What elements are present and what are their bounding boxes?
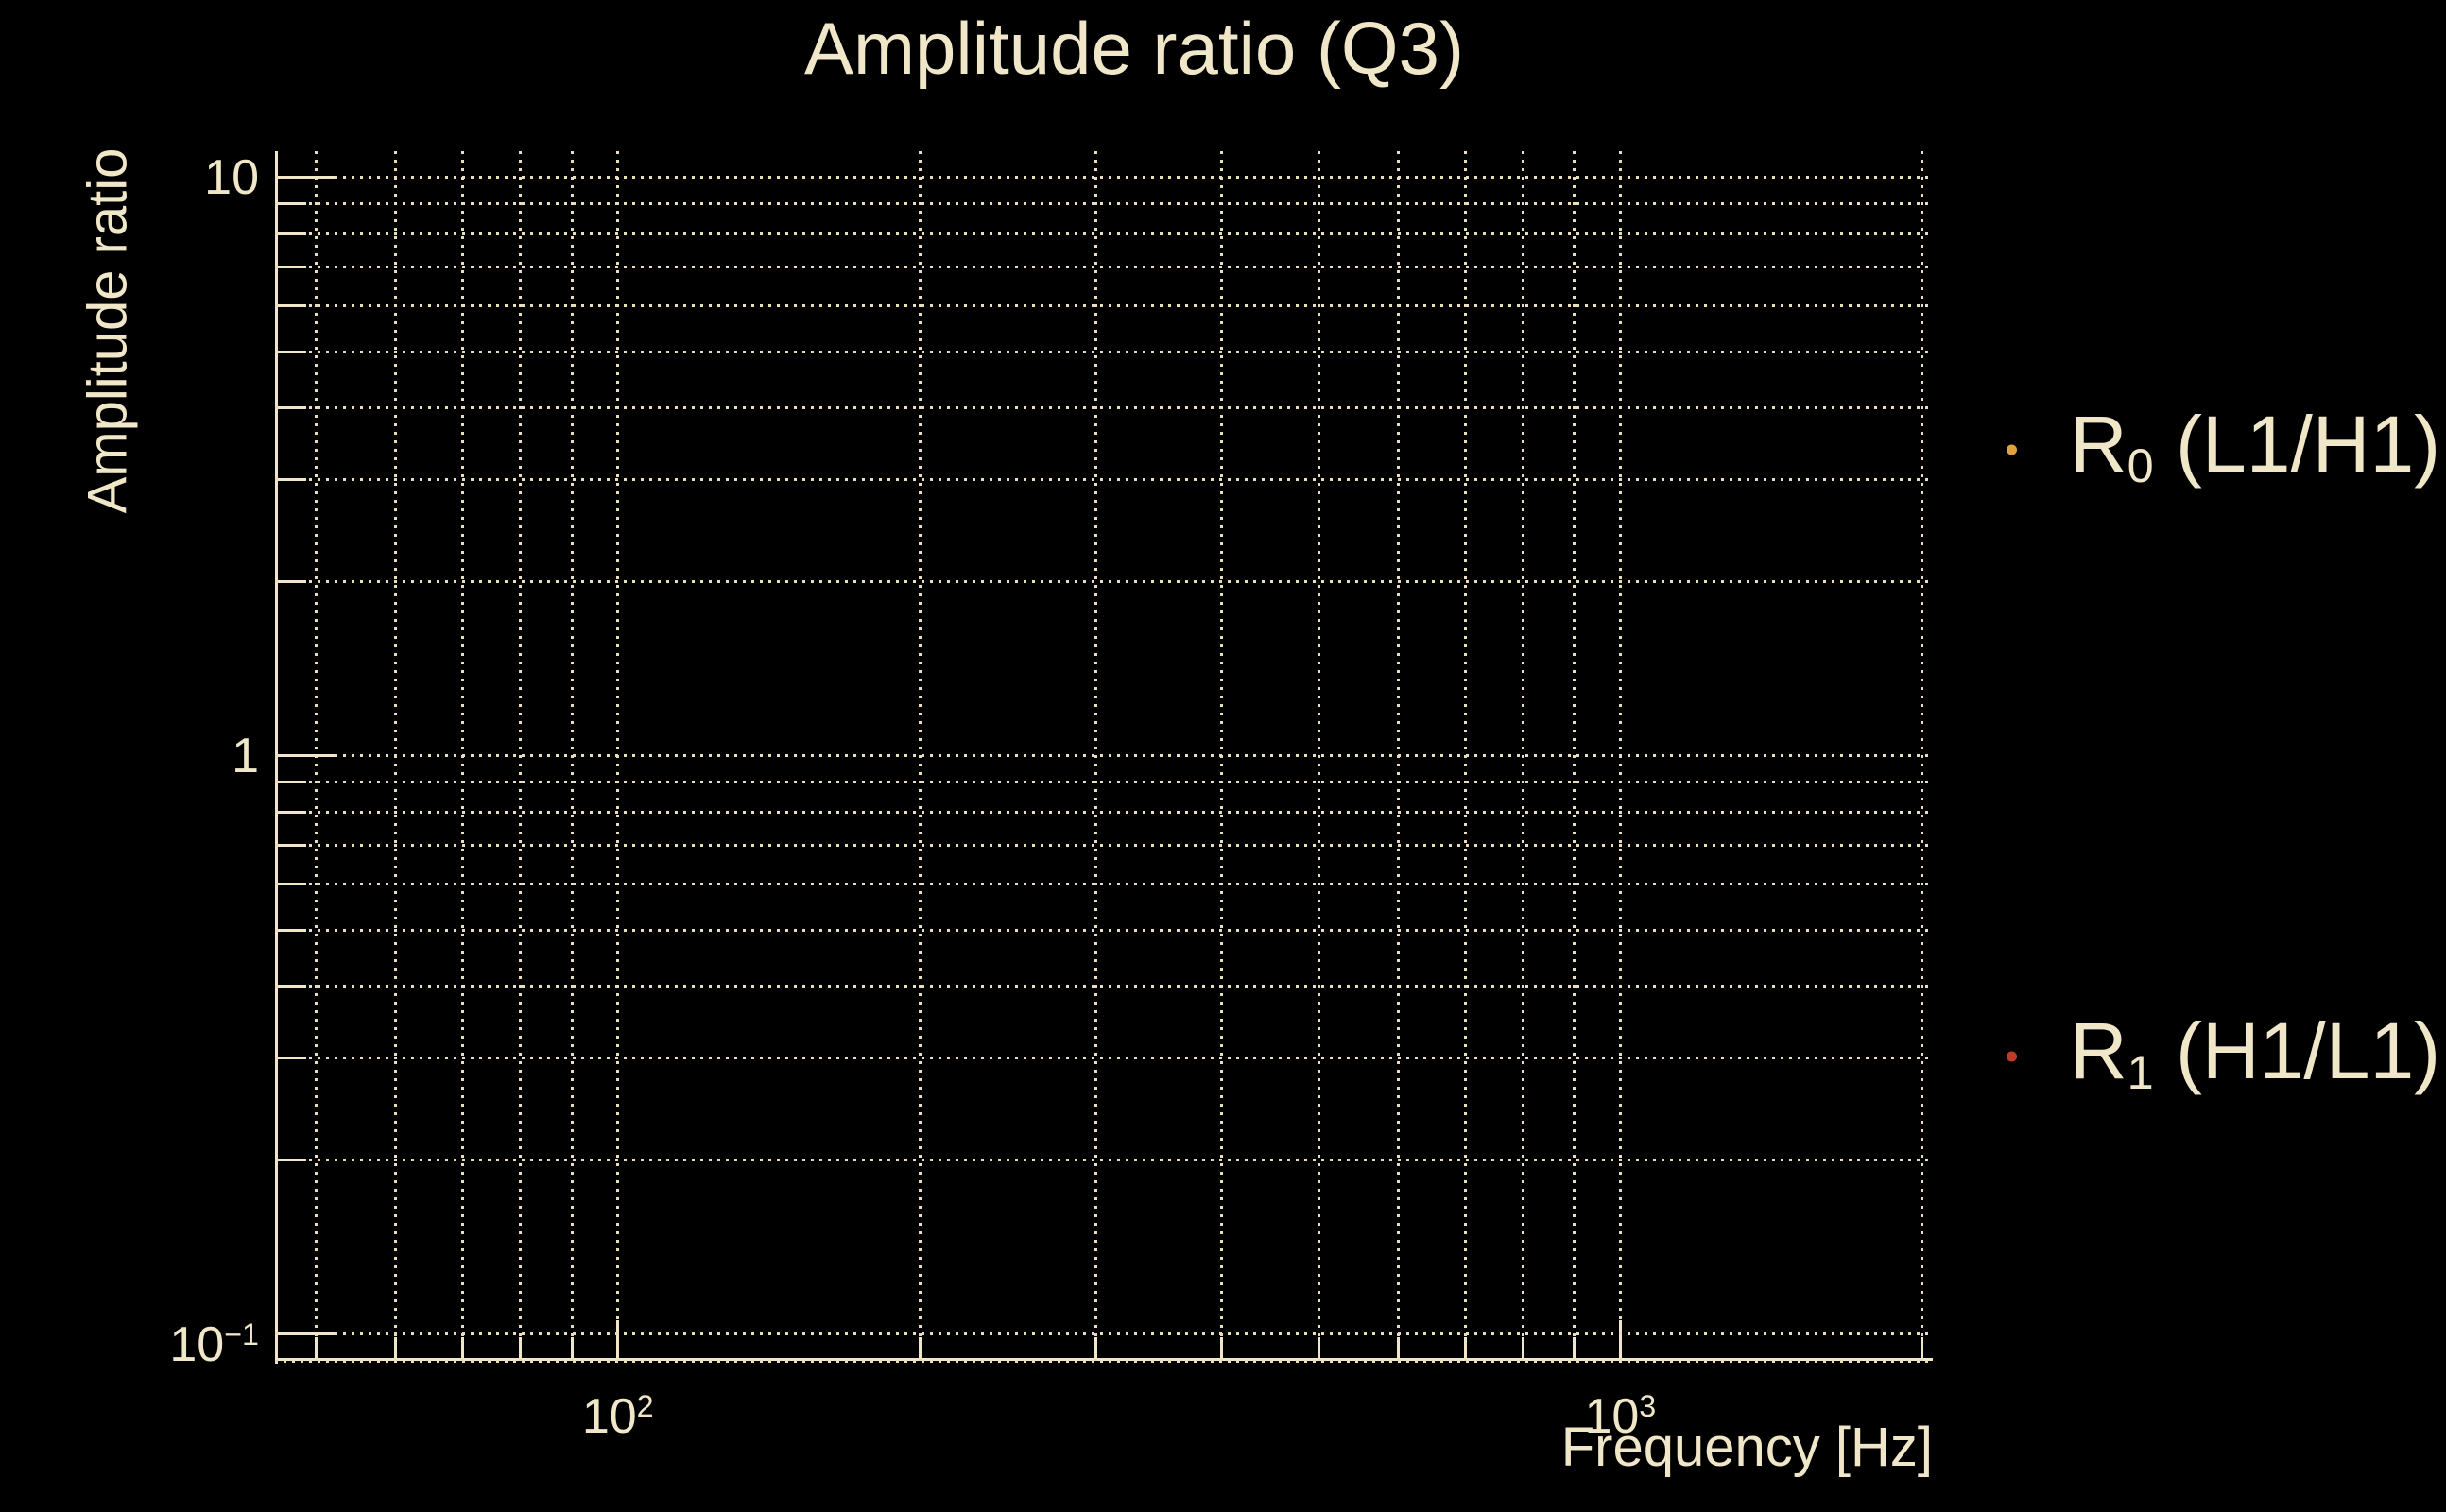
y-minor-tick [278, 350, 306, 353]
y-major-tick [278, 754, 335, 758]
y-gridline [275, 266, 1933, 269]
y-gridline [275, 781, 1933, 784]
legend-label-r1-rest: (H1/L1) [2153, 1006, 2441, 1095]
y-tick-label: 10−1 [169, 1316, 259, 1372]
legend-label-r1-base: R [2070, 1006, 2127, 1095]
x-tick-exponent: 3 [1639, 1389, 1657, 1423]
y-minor-tick [278, 781, 306, 784]
y-minor-tick [278, 405, 306, 409]
chart-title: Amplitude ratio (Q3) [804, 7, 1464, 90]
y-gridline [275, 928, 1933, 932]
y-major-tick [278, 176, 335, 180]
y-gridline [275, 478, 1933, 482]
x-minor-tick [1219, 1337, 1223, 1358]
y-gridline [275, 754, 1933, 758]
y-minor-tick [278, 1057, 306, 1060]
y-gridline [275, 844, 1933, 848]
y-minor-tick [278, 810, 306, 814]
x-minor-tick [1522, 1337, 1525, 1358]
y-minor-tick [278, 304, 306, 308]
y-axis-label: Amplitude ratio [77, 147, 139, 514]
x-axis-label: Frequency [Hz] [1560, 1417, 1933, 1478]
y-minor-tick [278, 1159, 306, 1162]
y-tick-label: 10 [204, 149, 259, 205]
y-minor-tick [278, 478, 306, 482]
y-gridline [275, 810, 1933, 814]
y-minor-tick [278, 202, 306, 206]
y-gridline [275, 883, 1933, 886]
x-minor-tick [314, 1337, 318, 1358]
plot-area [275, 151, 1933, 1364]
legend-label-r0-subscript: 0 [2127, 438, 2154, 493]
y-gridline [275, 405, 1933, 409]
y-gridline [275, 1332, 1933, 1336]
x-minor-tick [1921, 1337, 1924, 1358]
y-minor-tick [278, 883, 306, 886]
legend-marker-r1-dot-icon [2007, 1051, 2017, 1062]
x-tick-exponent: 2 [636, 1389, 654, 1423]
y-axis-spine [275, 151, 278, 1364]
y-gridline [275, 1057, 1933, 1060]
legend-label-r0: R0 (L1/H1) [2070, 404, 2440, 495]
y-gridline [275, 232, 1933, 235]
y-gridline [275, 202, 1933, 206]
x-tick-label: 103 [1584, 1388, 1657, 1444]
x-major-tick [1618, 1320, 1622, 1358]
x-minor-tick [918, 1337, 922, 1358]
y-major-tick [278, 1332, 335, 1336]
y-gridline [275, 580, 1933, 584]
y-minor-tick [278, 232, 306, 235]
x-minor-tick [393, 1337, 397, 1358]
legend-label-r0-rest: (L1/H1) [2153, 400, 2441, 489]
legend-label-r1-subscript: 1 [2127, 1045, 2154, 1100]
x-minor-tick [460, 1337, 464, 1358]
y-minor-tick [278, 266, 306, 269]
y-minor-tick [278, 844, 306, 848]
y-tick-label: 1 [232, 728, 259, 783]
x-tick-label: 102 [581, 1388, 654, 1444]
legend-label-r1: R1 (H1/L1) [2070, 1011, 2440, 1102]
y-gridline [275, 984, 1933, 988]
y-gridline [275, 350, 1933, 353]
x-minor-tick [1317, 1337, 1320, 1358]
x-minor-tick [519, 1337, 523, 1358]
y-gridline [275, 1359, 1933, 1363]
legend-label-r0-base: R [2070, 400, 2127, 489]
x-major-tick [616, 1320, 620, 1358]
legend-marker-r0-dot-icon [2007, 444, 2017, 455]
x-minor-tick [1094, 1337, 1098, 1358]
y-tick-exponent: −1 [224, 1316, 259, 1351]
x-minor-tick [1463, 1337, 1467, 1358]
y-gridline [275, 1159, 1933, 1162]
y-minor-tick [278, 580, 306, 584]
x-minor-tick [570, 1337, 574, 1358]
y-gridline [275, 304, 1933, 308]
x-minor-tick [1396, 1337, 1400, 1358]
y-minor-tick [278, 928, 306, 932]
y-minor-tick [278, 984, 306, 988]
y-gridline [275, 176, 1933, 180]
x-minor-tick [1573, 1337, 1576, 1358]
